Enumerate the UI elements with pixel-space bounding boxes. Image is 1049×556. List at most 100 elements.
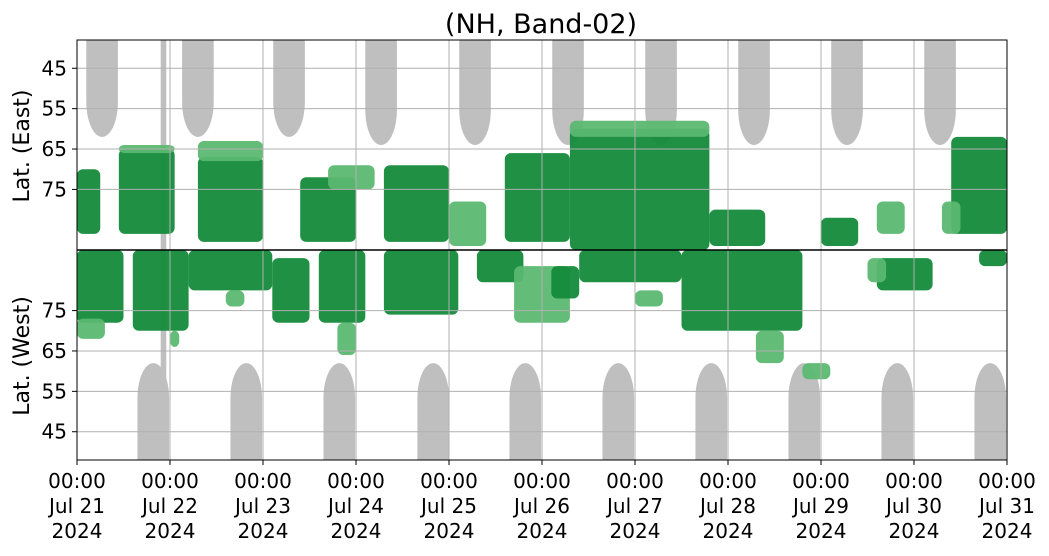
x-tick-label-line: 00:00 — [420, 469, 478, 493]
x-tick-label-line: Jul 31 — [977, 494, 1035, 518]
y-axis-ticks: 45 55 65 75 75 65 55 45 — [42, 56, 77, 444]
x-tick-label-line: 00:00 — [327, 469, 385, 493]
no-data-region-east — [552, 40, 584, 145]
x-tick-label-line: 2024 — [889, 519, 940, 543]
no-data-region-west — [602, 363, 635, 460]
x-tick-label-line: 2024 — [703, 519, 754, 543]
activity-region-west — [77, 250, 124, 323]
no-data-region-east — [365, 40, 397, 145]
x-tick-label: 00:00 Jul 28 2024 — [698, 469, 757, 543]
activity-region-east — [504, 153, 570, 242]
activity-region-west — [188, 250, 273, 291]
x-tick-label-line: 2024 — [145, 519, 196, 543]
x-tick-label-line: 00:00 — [885, 469, 943, 493]
x-tick-label-line: 2024 — [238, 519, 289, 543]
x-tick-label-line: 00:00 — [48, 469, 106, 493]
x-tick-label-line: 00:00 — [141, 469, 199, 493]
activity-region-east — [77, 169, 101, 234]
x-tick-label-line: 00:00 — [699, 469, 757, 493]
activity-region-east — [328, 165, 375, 190]
x-tick-label: 00:00 Jul 21 2024 — [47, 469, 106, 543]
no-data-region-east — [831, 40, 863, 145]
x-tick-label-line: 2024 — [982, 519, 1033, 543]
activity-region-west — [979, 250, 1007, 267]
x-tick-label-line: 2024 — [610, 519, 661, 543]
y-tick-label-west: 65 — [42, 339, 67, 363]
no-data-region-east — [645, 40, 677, 145]
activity-region-east — [383, 165, 449, 242]
plot-area — [76, 39, 1008, 461]
activity-region-east — [569, 120, 710, 137]
x-tick-label-line: Jul 25 — [419, 494, 477, 518]
activity-region-west — [318, 250, 366, 323]
x-tick-label-line: Jul 21 — [47, 494, 105, 518]
x-tick-label-line: Jul 24 — [326, 494, 384, 518]
x-tick-label: 00:00 Jul 26 2024 — [512, 469, 571, 543]
activity-region-west — [681, 250, 803, 331]
no-data-region-east — [273, 40, 305, 137]
activity-region-west — [635, 290, 663, 307]
activity-region-west — [867, 258, 887, 283]
x-tick-label-line: 00:00 — [792, 469, 850, 493]
x-tick-label-line: Jul 22 — [140, 494, 198, 518]
y-tick-label-west: 45 — [42, 420, 67, 444]
x-tick-label-line: 00:00 — [234, 469, 292, 493]
y-tick-label-east: 75 — [42, 177, 67, 201]
no-data-region-west — [881, 363, 914, 460]
y-tick-label-east: 55 — [42, 97, 67, 121]
x-tick-label-line: 00:00 — [978, 469, 1036, 493]
activity-region-east — [197, 157, 263, 242]
x-tick-label-line: 2024 — [52, 519, 103, 543]
activity-region-east — [709, 209, 766, 246]
x-tick-label-line: 00:00 — [606, 469, 664, 493]
activity-region-west — [876, 258, 933, 291]
y-axis-label-east: Lat. (East) — [10, 90, 35, 203]
activity-region-east — [449, 201, 487, 246]
no-data-region-east — [182, 40, 214, 137]
x-tick-label-line: Jul 23 — [233, 494, 291, 518]
activity-region-east — [197, 140, 263, 162]
y-tick-label-east: 45 — [42, 56, 67, 80]
no-data-region-east — [738, 40, 770, 145]
x-tick-label-line: Jul 29 — [791, 494, 849, 518]
activity-region-east — [821, 217, 859, 246]
no-data-region-east — [86, 40, 118, 137]
activity-region-west — [132, 250, 189, 331]
x-tick-label: 00:00 Jul 27 2024 — [605, 469, 664, 543]
activity-region-east — [951, 136, 1007, 234]
y-axis-label-west: Lat. (West) — [10, 296, 35, 416]
x-tick-label-line: Jul 26 — [512, 494, 570, 518]
activity-region-east — [941, 201, 961, 234]
no-data-region-west — [974, 363, 1007, 460]
activity-region-west — [225, 290, 245, 307]
y-tick-label-west: 75 — [42, 299, 67, 323]
activity-region-west — [337, 322, 356, 355]
activity-region-west — [272, 258, 310, 323]
x-tick-label: 00:00 Jul 23 2024 — [233, 469, 292, 543]
y-tick-label-west: 55 — [42, 379, 67, 403]
chart-title: (NH, Band-02) — [445, 9, 637, 40]
x-tick-label-line: 2024 — [517, 519, 568, 543]
x-tick-label-line: 2024 — [424, 519, 475, 543]
no-data-region-west — [417, 363, 449, 460]
plot-content — [77, 40, 1007, 460]
y-tick-label-east: 65 — [42, 137, 67, 161]
no-data-region-east — [924, 40, 956, 145]
activity-region-west — [383, 250, 459, 315]
no-data-region-west — [788, 363, 821, 460]
activity-region-west — [551, 266, 580, 299]
x-tick-label-line: 2024 — [331, 519, 382, 543]
x-tick-label: 00:00 Jul 30 2024 — [884, 469, 943, 543]
x-tick-label-line: 2024 — [796, 519, 847, 543]
no-data-region-west — [695, 363, 728, 460]
x-tick-label: 00:00 Jul 29 2024 — [791, 469, 850, 543]
activity-region-west — [579, 250, 682, 283]
no-data-region-west — [509, 363, 542, 460]
activity-region-west — [755, 330, 784, 364]
x-tick-label-line: Jul 30 — [884, 494, 942, 518]
no-data-region-west — [230, 363, 263, 460]
activity-region-west — [170, 330, 180, 347]
x-tick-label: 00:00 Jul 25 2024 — [419, 469, 478, 543]
